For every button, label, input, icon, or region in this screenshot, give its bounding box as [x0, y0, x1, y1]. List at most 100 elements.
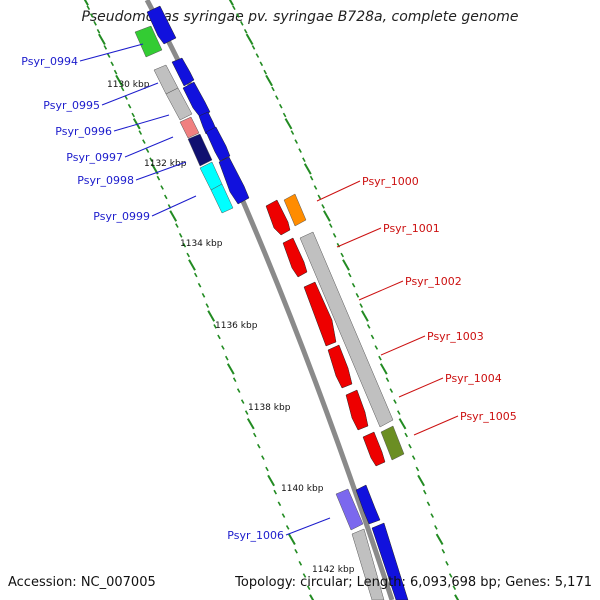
tick-mark [434, 525, 438, 530]
gene-arrow-psyr-1006[interactable] [355, 484, 381, 525]
tick-mark [298, 561, 303, 566]
left-gene-labels: Psyr_0994 Psyr_0995 Psyr_0996 Psyr_0997 … [21, 55, 284, 542]
tick-mark [178, 233, 183, 238]
tick-mark [445, 561, 449, 566]
gene-label-psyr-0995[interactable]: Psyr_0995 [43, 99, 100, 112]
tick-mark [342, 259, 350, 271]
tick-mark [156, 175, 161, 181]
tick-mark [132, 118, 141, 130]
tick-mark [201, 293, 206, 298]
gene-label-psyr-0997[interactable]: Psyr_0997 [66, 151, 123, 164]
gene-arrow-psyr-1001[interactable] [282, 237, 308, 278]
gene-label-psyr-0996[interactable]: Psyr_0996 [55, 125, 112, 138]
tick-mark [359, 303, 363, 308]
gene-arrow-psyr-0997[interactable] [205, 126, 231, 162]
gene-arrow-psyr-1003[interactable] [327, 344, 353, 389]
gene-label-psyr-0999[interactable]: Psyr_0999 [93, 210, 150, 223]
tick-mark [423, 489, 427, 495]
gene-label-psyr-0994[interactable]: Psyr_0994 [21, 55, 78, 68]
tick-mark [138, 130, 143, 135]
tick-mark [207, 310, 216, 322]
tick-mark [263, 69, 267, 75]
tick-mark [226, 363, 235, 375]
gene-arrow-psyr-1002[interactable] [303, 281, 337, 347]
tick-mark [142, 139, 146, 144]
accession-text: Accession: NC_007005 [8, 575, 156, 590]
scale-label: 1134 kbp [180, 239, 223, 249]
tick-mark [309, 594, 315, 600]
tick-mark [96, 28, 101, 34]
leader-psyr-0998 [135, 161, 187, 181]
tick-mark [245, 33, 254, 45]
gene-arrow-psyr-0994[interactable] [146, 5, 177, 45]
gene-label-psyr-1000[interactable]: Psyr_1000 [362, 175, 419, 188]
leader-psyr-1003 [380, 335, 426, 356]
gene-label-psyr-0998[interactable]: Psyr_0998 [77, 174, 134, 187]
tick-mark [294, 139, 298, 144]
tick-mark [282, 112, 287, 118]
tick-mark [340, 252, 344, 258]
gene-arrow-psyr-0995[interactable] [171, 57, 195, 87]
scale-label: 1142 kbp [312, 565, 355, 575]
gene-box-psyr-1006b[interactable] [351, 528, 385, 600]
gene-label-psyr-1002[interactable]: Psyr_1002 [405, 275, 462, 288]
tick-mark [188, 259, 196, 271]
gene-label-psyr-1003[interactable]: Psyr_1003 [427, 330, 484, 343]
tick-mark [411, 455, 416, 460]
gene-box-psyr-1001-1004[interactable] [299, 231, 394, 428]
tick-mark [284, 118, 293, 130]
tick-mark [106, 53, 111, 58]
tick-mark [259, 61, 264, 67]
tick-mark [228, 0, 234, 6]
tick-mark [169, 210, 178, 222]
leader-psyr-1004 [398, 377, 444, 398]
leader-psyr-0997 [124, 136, 174, 158]
tick-mark [379, 363, 388, 375]
leader-psyr-1005 [413, 415, 459, 436]
gene-box-psyr-0994[interactable] [134, 25, 163, 58]
leader-psyr-1002 [358, 280, 404, 301]
tick-mark [303, 163, 312, 175]
tick-mark [279, 103, 283, 109]
leader-psyr-0999 [151, 195, 197, 217]
gene-box-psyr-0997[interactable] [187, 133, 213, 167]
tick-mark [348, 272, 352, 278]
gene-arrow-psyr-0995b[interactable] [182, 81, 211, 118]
tick-mark [255, 53, 260, 58]
gene-box-psyr-1005[interactable] [380, 425, 405, 461]
tick-mark [246, 418, 255, 430]
tick-mark [225, 355, 229, 361]
gene-box-psyr-0996[interactable] [179, 116, 200, 139]
tick-mark [448, 573, 453, 578]
tick-mark [415, 466, 420, 472]
gene-arrow-psyr-1004[interactable] [345, 389, 369, 431]
gene-box-psyr-1006[interactable] [335, 488, 364, 531]
tick-mark [290, 130, 295, 135]
gene-box-psyr-0999[interactable] [210, 183, 234, 214]
gene-box-psyr-0995b[interactable] [165, 87, 193, 121]
tick-mark [404, 432, 408, 438]
tick-mark [194, 272, 198, 278]
tick-mark [271, 86, 275, 92]
gene-label-psyr-1004[interactable]: Psyr_1004 [445, 372, 502, 385]
gene-arrow-psyr-1005[interactable] [362, 431, 386, 467]
tick-mark [86, 5, 91, 11]
tick-mark [243, 28, 248, 34]
gene-label-psyr-1006[interactable]: Psyr_1006 [227, 529, 284, 542]
gene-arrow-psyr-0998[interactable] [218, 156, 250, 205]
gene-label-psyr-1001[interactable]: Psyr_1001 [383, 222, 440, 235]
tick-mark [374, 345, 379, 350]
leader-psyr-0995 [101, 82, 159, 106]
gene-box-psyr-1000[interactable] [283, 193, 307, 227]
tick-mark [257, 443, 261, 449]
genes-count-text: Genes: 5,171 [505, 575, 592, 590]
tick-mark [98, 33, 106, 45]
gene-arrow-psyr-1000[interactable] [265, 199, 291, 236]
tick-mark [197, 282, 202, 288]
tick-mark [302, 573, 307, 578]
tick-mark [175, 223, 179, 228]
gene-arrow-psyr-1006b[interactable] [371, 522, 409, 600]
gene-label-psyr-1005[interactable]: Psyr_1005 [460, 410, 517, 423]
leader-psyr-1006 [285, 517, 331, 536]
tick-mark [253, 432, 257, 438]
